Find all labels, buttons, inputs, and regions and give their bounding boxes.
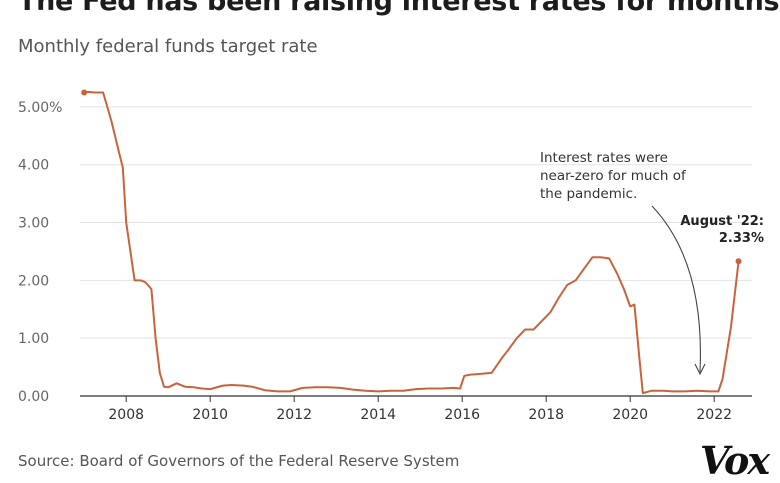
gridlines	[80, 106, 752, 339]
pandemic-annotation-line: near-zero for much of	[540, 168, 687, 184]
x-tick-label: 2010	[192, 407, 228, 423]
annotations: Interest rates were near-zero for much of…	[540, 150, 764, 376]
y-tick-label: 0.00	[18, 389, 49, 405]
latest-value-annotation-line: August '22:	[680, 214, 764, 229]
pandemic-annotation-line: the pandemic.	[540, 186, 637, 202]
start-point	[81, 89, 88, 96]
x-axis-ticks: 2008 2010 2012 2014 2016 2018 2020 2022	[108, 396, 732, 423]
x-tick-label: 2008	[108, 407, 144, 423]
annotation-arrow	[651, 205, 701, 373]
series-layer	[81, 89, 742, 395]
latest-value-annotation-line: 2.33%	[719, 231, 764, 246]
annotation-arrowhead	[694, 363, 706, 376]
y-tick-label: 4.00	[18, 158, 49, 174]
x-tick-label: 2016	[444, 407, 480, 423]
chart-subtitle: Monthly federal funds target rate	[18, 36, 318, 57]
x-tick-label: 2012	[276, 407, 312, 423]
chart-title: The Fed has been raising interest rates …	[18, 0, 780, 17]
x-tick-label: 2014	[360, 407, 396, 423]
end-point	[735, 258, 742, 265]
series-line	[84, 90, 740, 395]
y-tick-label: 3.00	[18, 216, 49, 232]
y-axis-ticks: 0.00 1.00 2.00 3.00 4.00 5.00%	[18, 100, 62, 405]
x-tick-label: 2022	[696, 407, 732, 423]
vox-logo: Vox	[700, 438, 770, 483]
x-tick-label: 2020	[612, 407, 648, 423]
y-tick-label: 5.00%	[18, 100, 62, 116]
pandemic-annotation-line: Interest rates were	[540, 150, 668, 166]
y-tick-label: 2.00	[18, 273, 49, 289]
source-note: Source: Board of Governors of the Federa…	[18, 452, 460, 470]
line-chart: 0.001.002.003.004.005.00% 2008 2010 2012 20…	[18, 89, 764, 423]
y-tick-label: 1.00	[18, 331, 49, 347]
x-tick-label: 2018	[528, 407, 564, 423]
